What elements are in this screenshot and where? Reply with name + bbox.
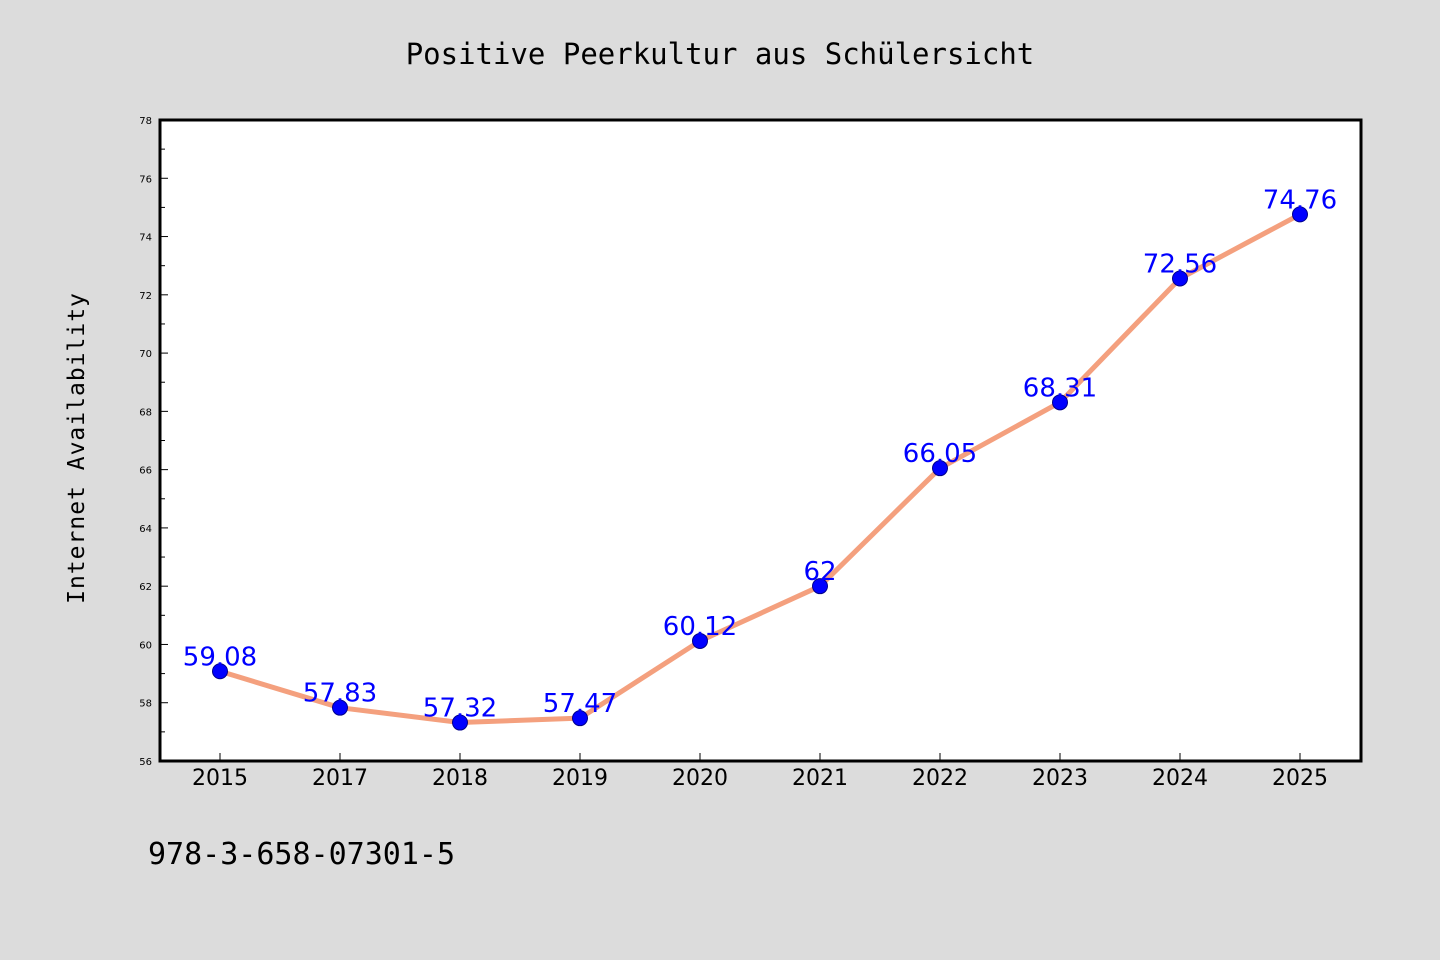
x-tick-label-2021: 2021: [792, 766, 848, 791]
data-label-2017: 57.83: [303, 679, 377, 709]
y-tick-label-72: 72: [139, 291, 152, 302]
series-line: [217, 211, 1303, 726]
x-tick-label-2025: 2025: [1272, 766, 1328, 791]
data-markers: [212, 206, 1308, 731]
data-point-2015: [212, 663, 228, 680]
data-point-2022: [932, 460, 948, 477]
data-point-2025: [1292, 206, 1308, 223]
data-label-2020: 60.12: [663, 612, 737, 642]
data-label-2022: 66.05: [903, 439, 977, 469]
y-axis-label: Internet Availability: [64, 292, 90, 604]
data-label-2019: 57.47: [543, 689, 617, 719]
data-point-2018: [452, 714, 468, 731]
plot-area: [160, 120, 1361, 761]
y-tick-label-64: 64: [139, 524, 152, 535]
x-tick-label-2024: 2024: [1152, 766, 1208, 791]
data-label-2015: 59.08: [183, 642, 257, 672]
isbn-footnote: 978-3-658-07301-5: [148, 837, 455, 872]
y-tick-label-70: 70: [139, 349, 152, 360]
x-tick-label-2018: 2018: [432, 766, 488, 791]
y-tick-label-74: 74: [139, 233, 152, 244]
data-label-2025: 74.76: [1263, 185, 1337, 215]
y-tick-label-56: 56: [139, 757, 152, 768]
data-label-2024: 72.56: [1143, 250, 1217, 280]
data-point-2023: [1052, 394, 1068, 411]
data-label-2018: 57.32: [423, 694, 497, 724]
data-point-2017: [332, 699, 348, 716]
chart-title: Positive Peerkultur aus Schülersicht: [406, 37, 1035, 71]
x-tick-label-2017: 2017: [312, 766, 368, 791]
y-tick-label-78: 78: [139, 116, 152, 127]
y-tick-label-76: 76: [139, 174, 152, 185]
y-tick-label-66: 66: [139, 466, 152, 477]
data-point-2020: [692, 632, 708, 649]
plot-frame: [158, 118, 1363, 763]
x-tick-label-2015: 2015: [192, 766, 248, 791]
data-label-2021: 62: [803, 557, 836, 587]
x-axis: 2015 2017 2018 2019 2020 2021 2022 2023 2024 2025: [192, 753, 1328, 791]
y-tick-label-60: 60: [139, 640, 152, 651]
x-tick-label-2022: 2022: [912, 766, 968, 791]
data-labels: 59.08 57.83 57.32 57.47 60.12 62 66.05 68.31 72.…: [183, 185, 1337, 723]
data-point-2019: [572, 710, 588, 727]
y-tick-label-62: 62: [139, 582, 152, 593]
data-point-2024: [1172, 270, 1188, 287]
x-tick-label-2019: 2019: [552, 766, 608, 791]
data-point-2021: [812, 578, 828, 595]
data-label-2023: 68.31: [1023, 373, 1097, 403]
x-tick-label-2023: 2023: [1032, 766, 1088, 791]
y-tick-label-58: 58: [139, 699, 152, 710]
y-tick-label-68: 68: [139, 407, 152, 418]
x-tick-label-2020: 2020: [672, 766, 728, 791]
